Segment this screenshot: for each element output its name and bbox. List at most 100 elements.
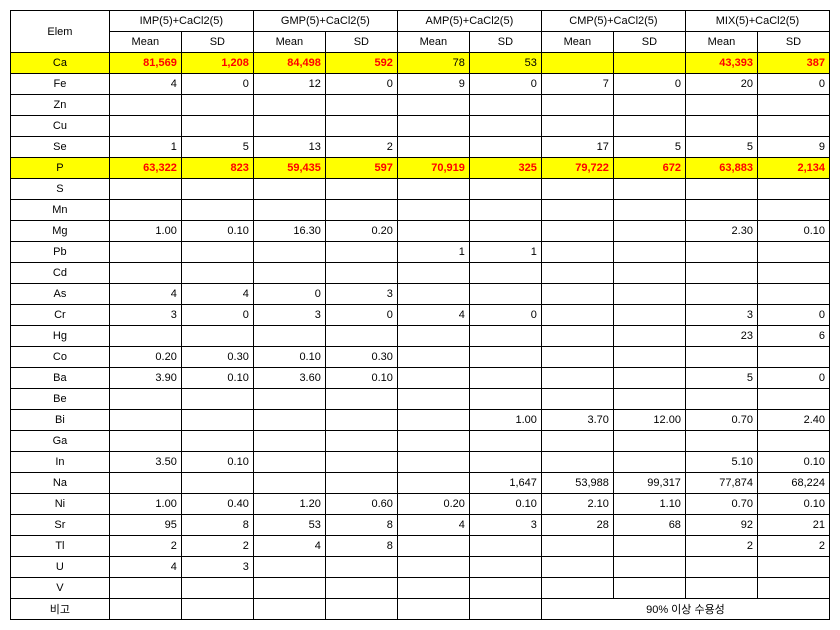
- data-cell: 5: [613, 137, 685, 158]
- data-cell: [685, 347, 757, 368]
- data-cell: 325: [469, 158, 541, 179]
- data-cell: 2: [685, 536, 757, 557]
- elem-cell: Be: [11, 389, 110, 410]
- group-header-4: MIX(5)+CaCl2(5): [685, 11, 829, 32]
- data-cell: [541, 368, 613, 389]
- data-cell: [685, 116, 757, 137]
- data-cell: 0.40: [181, 494, 253, 515]
- table-row: Pb11: [11, 242, 830, 263]
- data-cell: [613, 326, 685, 347]
- data-cell: 8: [325, 515, 397, 536]
- data-cell: 3.90: [109, 368, 181, 389]
- data-cell: 12.00: [613, 410, 685, 431]
- data-cell: 592: [325, 53, 397, 74]
- table-row: Mn: [11, 200, 830, 221]
- data-cell: [757, 347, 829, 368]
- sub-header: Mean: [685, 32, 757, 53]
- data-cell: [685, 557, 757, 578]
- data-cell: [685, 284, 757, 305]
- data-cell: 2: [109, 536, 181, 557]
- data-cell: [253, 200, 325, 221]
- table-row: V: [11, 578, 830, 599]
- data-cell: [109, 326, 181, 347]
- data-cell: [397, 410, 469, 431]
- table-row: As4403: [11, 284, 830, 305]
- elem-cell: In: [11, 452, 110, 473]
- data-cell: [685, 578, 757, 599]
- data-cell: [325, 557, 397, 578]
- data-cell: 8: [181, 515, 253, 536]
- sub-header: Mean: [541, 32, 613, 53]
- data-cell: 0.10: [325, 368, 397, 389]
- table-row: S: [11, 179, 830, 200]
- data-cell: [469, 347, 541, 368]
- data-cell: 0: [253, 284, 325, 305]
- data-cell: 4: [253, 536, 325, 557]
- data-cell: 0: [469, 305, 541, 326]
- data-cell: 0.20: [397, 494, 469, 515]
- data-cell: [397, 578, 469, 599]
- data-cell: [613, 389, 685, 410]
- footer-elem-cell: 비고: [11, 599, 110, 620]
- data-cell: [181, 179, 253, 200]
- elem-cell: Ga: [11, 431, 110, 452]
- data-cell: [397, 557, 469, 578]
- data-cell: [757, 200, 829, 221]
- data-cell: [613, 242, 685, 263]
- data-cell: 3.60: [253, 368, 325, 389]
- data-cell: [181, 95, 253, 116]
- data-cell: [469, 389, 541, 410]
- data-cell: [181, 410, 253, 431]
- data-cell: 0.10: [181, 221, 253, 242]
- data-cell: 3: [325, 284, 397, 305]
- sub-header: SD: [325, 32, 397, 53]
- elem-cell: U: [11, 557, 110, 578]
- data-cell: [469, 200, 541, 221]
- data-cell: [613, 284, 685, 305]
- elem-cell: Co: [11, 347, 110, 368]
- elem-cell: Bi: [11, 410, 110, 431]
- data-cell: [757, 389, 829, 410]
- table-row: Ca81,5691,20884,498592785343,393387: [11, 53, 830, 74]
- table-row: Ga: [11, 431, 830, 452]
- sub-header: SD: [613, 32, 685, 53]
- footer-note: 90% 이상 수용성: [541, 599, 829, 620]
- data-cell: 3.50: [109, 452, 181, 473]
- data-cell: [541, 305, 613, 326]
- data-cell: 43,393: [685, 53, 757, 74]
- data-cell: [397, 179, 469, 200]
- table-header: Elem IMP(5)+CaCl2(5) GMP(5)+CaCl2(5) AMP…: [11, 11, 830, 53]
- group-header-1: GMP(5)+CaCl2(5): [253, 11, 397, 32]
- data-cell: [109, 599, 181, 620]
- table-row: Bi1.003.7012.000.702.40: [11, 410, 830, 431]
- table-row: Na1,64753,98899,31777,87468,224: [11, 473, 830, 494]
- data-cell: 99,317: [613, 473, 685, 494]
- table-row: Mg1.000.1016.300.202.300.10: [11, 221, 830, 242]
- data-cell: [613, 221, 685, 242]
- data-cell: [181, 200, 253, 221]
- elem-cell: Mn: [11, 200, 110, 221]
- data-cell: 0.10: [469, 494, 541, 515]
- data-cell: [181, 431, 253, 452]
- elem-cell: P: [11, 158, 110, 179]
- data-cell: [109, 410, 181, 431]
- data-cell: [397, 473, 469, 494]
- table-row: Cr30304030: [11, 305, 830, 326]
- elem-cell: Ni: [11, 494, 110, 515]
- data-cell: [757, 284, 829, 305]
- data-cell: [541, 95, 613, 116]
- data-cell: 2: [181, 536, 253, 557]
- data-cell: [325, 326, 397, 347]
- data-cell: [469, 536, 541, 557]
- data-cell: [685, 200, 757, 221]
- data-cell: [397, 389, 469, 410]
- data-cell: 0.10: [253, 347, 325, 368]
- data-cell: [325, 473, 397, 494]
- data-cell: [325, 263, 397, 284]
- elem-cell: Hg: [11, 326, 110, 347]
- data-cell: 0: [181, 305, 253, 326]
- data-cell: [613, 557, 685, 578]
- sub-header: Mean: [109, 32, 181, 53]
- data-cell: 81,569: [109, 53, 181, 74]
- data-cell: 92: [685, 515, 757, 536]
